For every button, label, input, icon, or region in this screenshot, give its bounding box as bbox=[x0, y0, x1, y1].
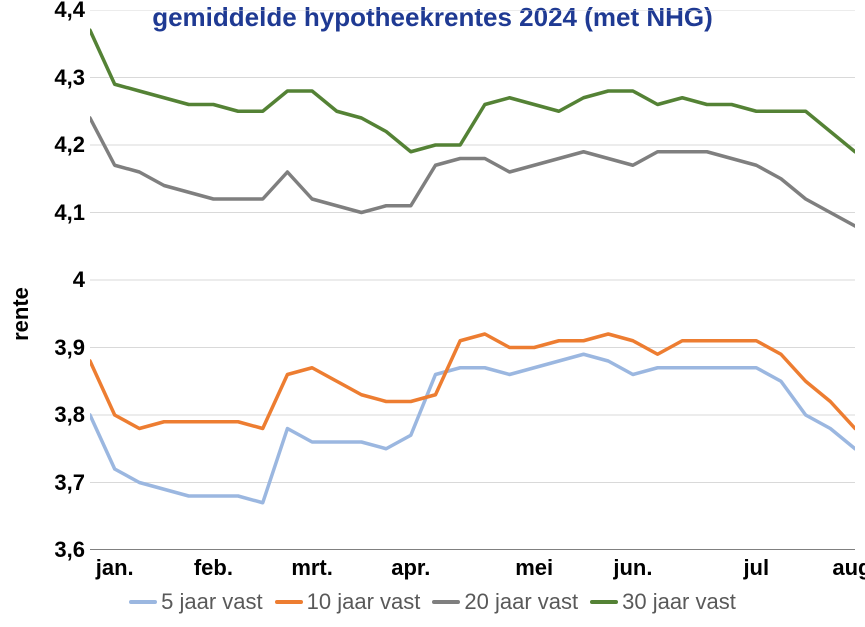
legend-label: 20 jaar vast bbox=[464, 589, 578, 614]
y-tick-label: 4 bbox=[73, 267, 85, 293]
y-tick-label: 3,7 bbox=[54, 470, 85, 496]
series-line bbox=[90, 118, 855, 226]
legend-item: 5 jaar vast bbox=[129, 588, 263, 615]
y-tick-label: 3,9 bbox=[54, 335, 85, 361]
legend-item: 10 jaar vast bbox=[275, 588, 421, 615]
y-tick-label: 4,4 bbox=[54, 0, 85, 23]
legend-swatch bbox=[432, 600, 460, 604]
legend-swatch bbox=[275, 600, 303, 604]
legend-label: 10 jaar vast bbox=[307, 589, 421, 614]
x-tick-label: apr. bbox=[391, 555, 430, 581]
legend-item: 20 jaar vast bbox=[432, 588, 578, 615]
x-tick-label: jan. bbox=[96, 555, 134, 581]
legend-swatch bbox=[129, 600, 157, 604]
legend-item: 30 jaar vast bbox=[590, 588, 736, 615]
legend-swatch bbox=[590, 600, 618, 604]
y-tick-label: 4,2 bbox=[54, 132, 85, 158]
legend-label: 5 jaar vast bbox=[161, 589, 263, 614]
chart-container: gemiddelde hypotheekrentes 2024 (met NHG… bbox=[0, 0, 865, 627]
y-tick-label: 4,3 bbox=[54, 65, 85, 91]
x-tick-label: mrt. bbox=[291, 555, 333, 581]
series-line bbox=[90, 30, 855, 152]
y-axis-label: rente bbox=[8, 287, 34, 341]
legend: 5 jaar vast 10 jaar vast 20 jaar vast 30 ja… bbox=[0, 588, 865, 615]
chart-svg bbox=[90, 10, 855, 550]
plot-area bbox=[90, 10, 855, 550]
y-tick-label: 4,1 bbox=[54, 200, 85, 226]
x-tick-label: feb. bbox=[194, 555, 233, 581]
legend-label: 30 jaar vast bbox=[622, 589, 736, 614]
y-tick-label: 3,6 bbox=[54, 537, 85, 563]
x-tick-label: jul bbox=[743, 555, 769, 581]
x-tick-label: mei bbox=[515, 555, 553, 581]
x-tick-label: jun. bbox=[613, 555, 652, 581]
x-tick-label: aug. bbox=[832, 555, 865, 581]
y-tick-label: 3,8 bbox=[54, 402, 85, 428]
series-line bbox=[90, 334, 855, 429]
series-line bbox=[90, 354, 855, 503]
